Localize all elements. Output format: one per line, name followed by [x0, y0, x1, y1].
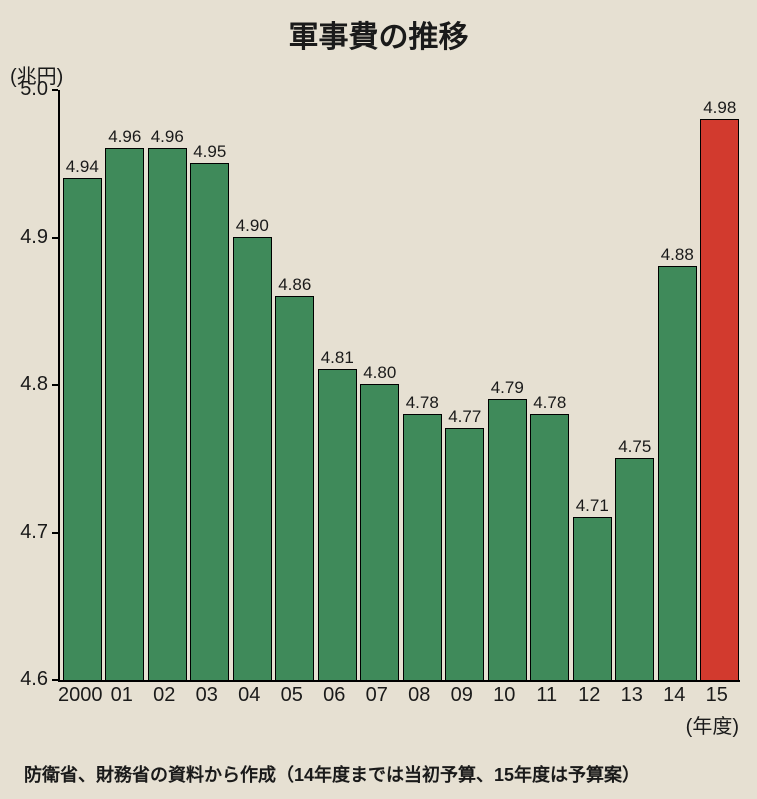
bar-value-label: 4.98	[703, 98, 736, 120]
plot-area: 4.944.964.964.954.904.864.814.804.784.77…	[58, 90, 740, 682]
x-tick-label: 03	[186, 684, 229, 707]
bar-value-label: 4.90	[236, 216, 269, 238]
x-axis-unit-label: (年度)	[686, 710, 739, 739]
chart-title: 軍事費の推移	[0, 12, 757, 56]
x-tick-label: 09	[441, 684, 484, 707]
x-tick-label: 14	[653, 684, 696, 707]
bar: 4.90	[233, 237, 272, 681]
y-tick-label: 4.9	[0, 226, 48, 249]
bar-value-label: 4.94	[66, 157, 99, 179]
bar: 4.95	[190, 163, 229, 680]
bar-value-label: 4.86	[278, 275, 311, 297]
bar: 4.94	[63, 178, 102, 681]
y-tick-mark	[52, 532, 58, 534]
bar: 4.88	[658, 266, 697, 680]
x-tick-label: 04	[228, 684, 271, 707]
x-tick-label: 07	[356, 684, 399, 707]
x-tick-label: 12	[568, 684, 611, 707]
y-tick-mark	[52, 384, 58, 386]
x-tick-label: 13	[611, 684, 654, 707]
x-tick-label: 06	[313, 684, 356, 707]
bar: 4.81	[318, 369, 357, 680]
y-tick-mark	[52, 89, 58, 91]
x-tick-label: 05	[271, 684, 314, 707]
bar: 4.86	[275, 296, 314, 681]
chart-page: 軍事費の推移 (兆円) (年度) 4.944.964.964.954.904.8…	[0, 0, 757, 799]
bar: 4.80	[360, 384, 399, 680]
bar-value-label: 4.78	[533, 393, 566, 415]
bar-value-label: 4.80	[363, 363, 396, 385]
chart-caption: 防衛省、財務省の資料から作成（14年度までは当初予算、15年度は予算案）	[24, 761, 640, 787]
bar: 4.96	[105, 148, 144, 680]
bar: 4.77	[445, 428, 484, 680]
bar-value-label: 4.71	[576, 496, 609, 518]
bar: 4.78	[403, 414, 442, 681]
bar-value-label: 4.88	[661, 245, 694, 267]
bar: 4.96	[148, 148, 187, 680]
bar: 4.78	[530, 414, 569, 681]
bar-value-label: 4.78	[406, 393, 439, 415]
x-tick-label: 2000	[58, 684, 101, 707]
bar-value-label: 4.96	[108, 127, 141, 149]
y-tick-label: 4.6	[0, 668, 48, 691]
x-tick-label: 01	[101, 684, 144, 707]
bar-value-label: 4.96	[151, 127, 184, 149]
bar: 4.79	[488, 399, 527, 680]
bar-value-label: 4.95	[193, 142, 226, 164]
y-tick-label: 4.8	[0, 373, 48, 396]
bar: 4.75	[615, 458, 654, 680]
bar: 4.71	[573, 517, 612, 680]
x-tick-label: 15	[696, 684, 739, 707]
y-tick-mark	[52, 679, 58, 681]
bar-value-label: 4.81	[321, 348, 354, 370]
bar-value-label: 4.77	[448, 407, 481, 429]
y-tick-label: 4.7	[0, 521, 48, 544]
y-tick-label: 5.0	[0, 78, 48, 101]
x-tick-label: 08	[398, 684, 441, 707]
bar-value-label: 4.75	[618, 437, 651, 459]
x-tick-label: 11	[526, 684, 569, 707]
y-tick-mark	[52, 237, 58, 239]
x-tick-label: 02	[143, 684, 186, 707]
bar: 4.98	[700, 119, 739, 681]
x-tick-label: 10	[483, 684, 526, 707]
bar-value-label: 4.79	[491, 378, 524, 400]
